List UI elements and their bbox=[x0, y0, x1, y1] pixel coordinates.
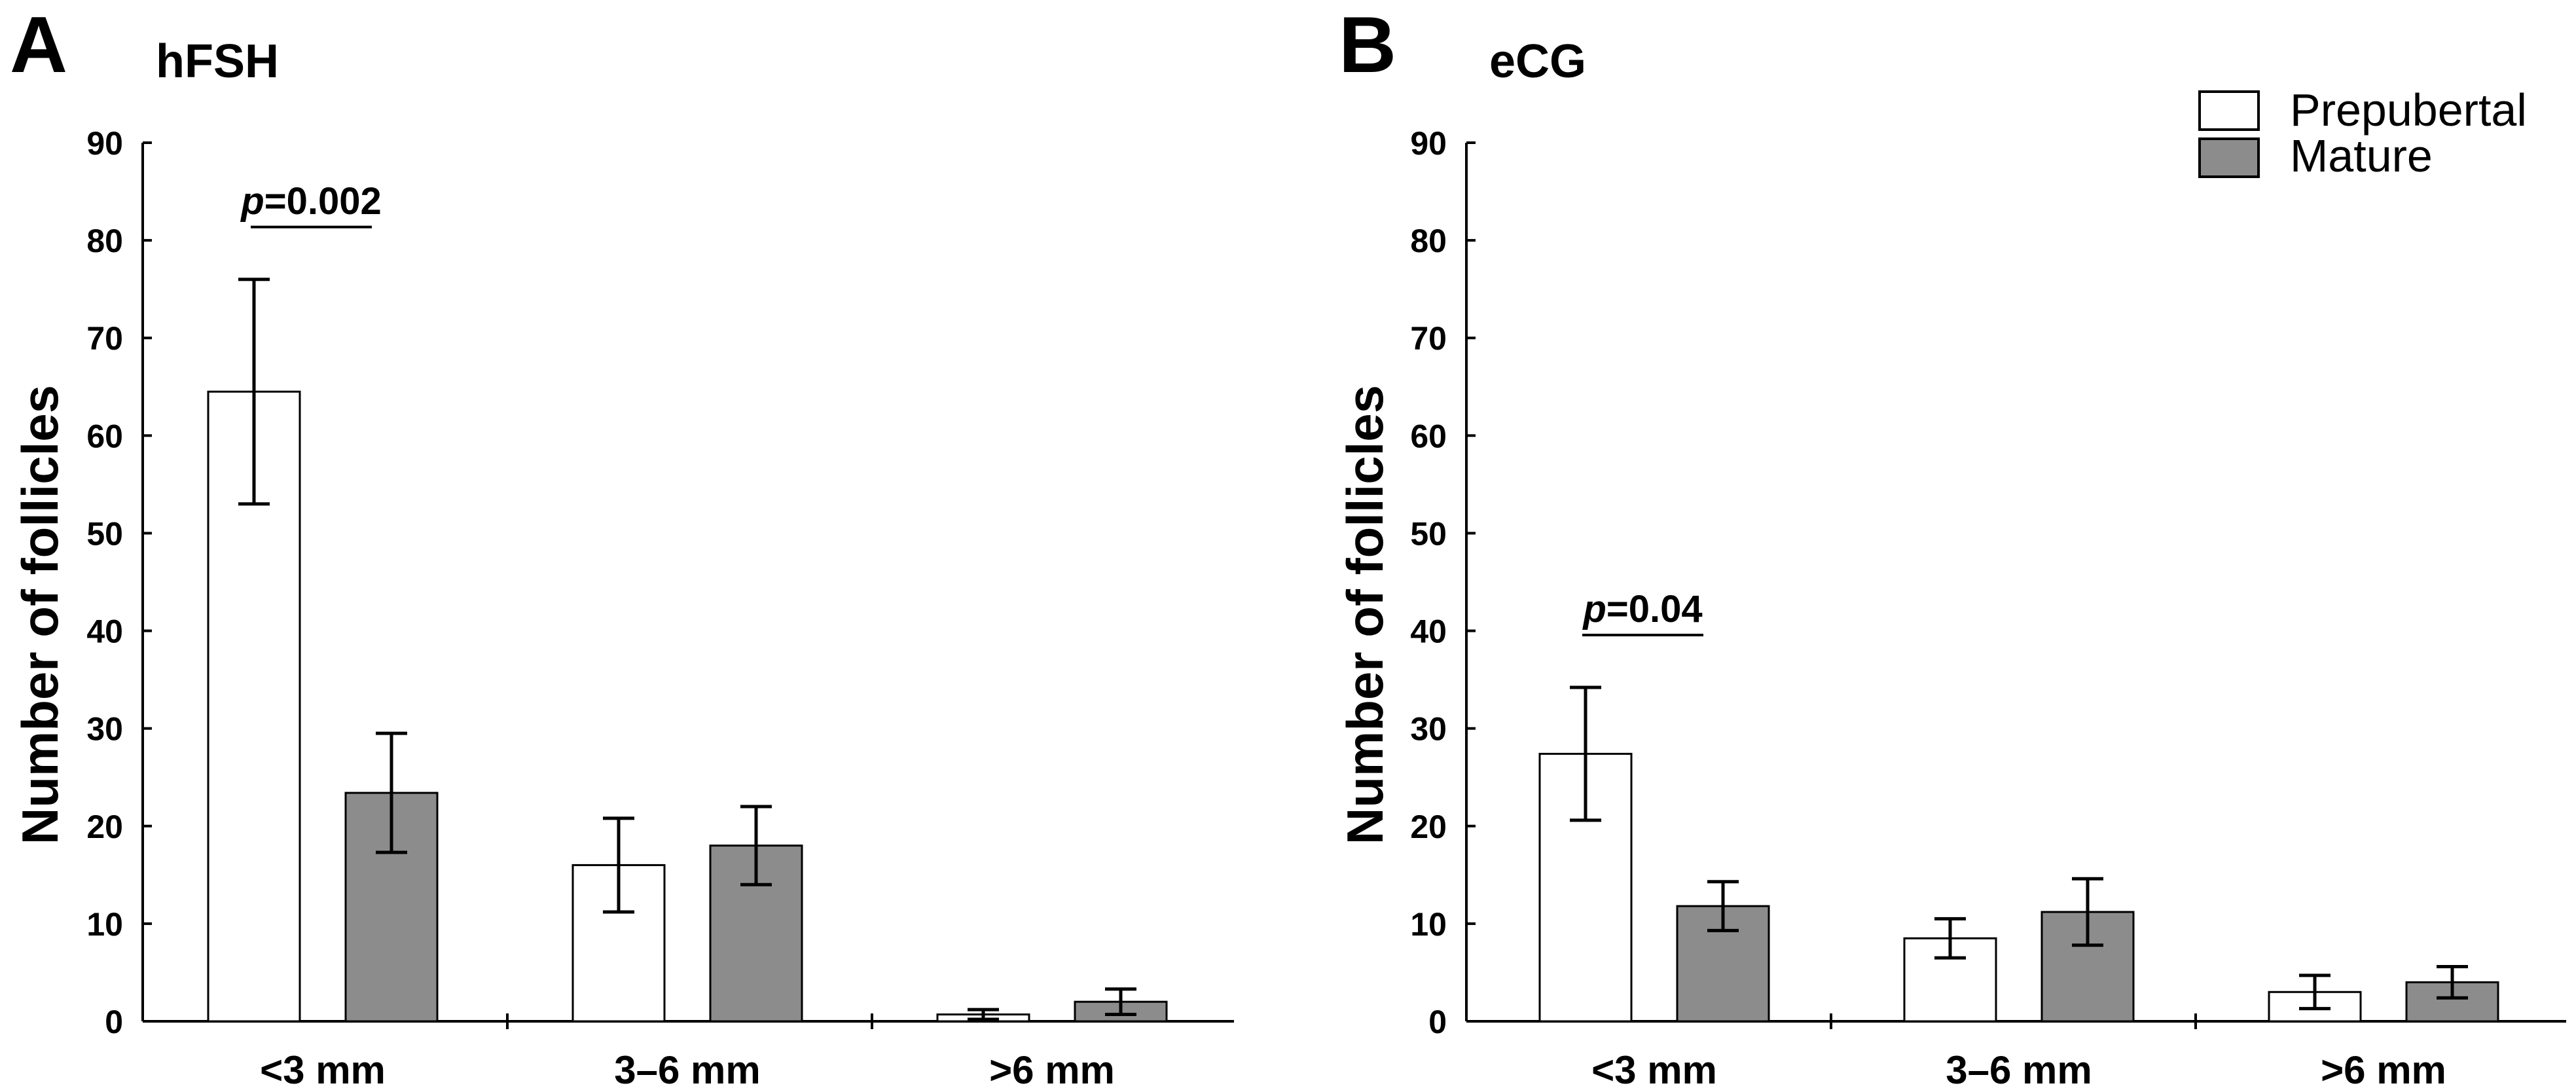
p-symbol: p bbox=[1582, 588, 1606, 630]
y-tick-label: 40 bbox=[86, 613, 123, 650]
y-tick-label: 0 bbox=[1428, 1004, 1447, 1040]
y-tick-label: 90 bbox=[1410, 125, 1447, 162]
panel-letter: B bbox=[1339, 0, 1396, 89]
legend-label-prepubertal: Prepubertal bbox=[2290, 84, 2527, 136]
y-tick-label: 70 bbox=[1410, 320, 1447, 357]
legend-label-mature: Mature bbox=[2290, 130, 2433, 181]
y-axis-label: Number of follicles bbox=[1336, 385, 1394, 845]
y-tick-label: 50 bbox=[86, 515, 123, 552]
y-tick-label: 50 bbox=[1410, 515, 1447, 552]
y-tick-label: 10 bbox=[86, 906, 123, 943]
y-tick-label: 90 bbox=[86, 125, 123, 162]
panel-title: hFSH bbox=[156, 35, 279, 88]
y-tick-label: 20 bbox=[1410, 809, 1447, 845]
x-category-label: <3 mm bbox=[1591, 1048, 1717, 1092]
y-tick-label: 60 bbox=[86, 418, 123, 454]
significance-label: p=0.04 bbox=[1582, 588, 1702, 630]
p-value: =0.002 bbox=[264, 180, 382, 223]
y-tick-label: 30 bbox=[86, 711, 123, 748]
y-tick-label: 80 bbox=[86, 223, 123, 259]
panel-letter: A bbox=[10, 0, 67, 89]
y-tick-label: 80 bbox=[1410, 223, 1447, 259]
x-category-label: 3–6 mm bbox=[614, 1048, 760, 1092]
p-value: =0.04 bbox=[1606, 588, 1703, 630]
p-symbol: p bbox=[240, 180, 264, 223]
y-tick-label: 0 bbox=[105, 1004, 123, 1040]
significance-label: p=0.002 bbox=[240, 180, 381, 223]
y-axis-label: Number of follicles bbox=[11, 385, 69, 845]
y-tick-label: 30 bbox=[1410, 711, 1447, 748]
y-tick-label: 40 bbox=[1410, 613, 1447, 650]
panel-title: eCG bbox=[1489, 35, 1586, 88]
x-category-label: <3 mm bbox=[260, 1048, 386, 1092]
y-tick-label: 60 bbox=[1410, 418, 1447, 454]
x-category-label: >6 mm bbox=[2321, 1048, 2446, 1092]
y-tick-label: 70 bbox=[86, 320, 123, 357]
y-tick-label: 10 bbox=[1410, 906, 1447, 943]
legend-swatch-mature bbox=[2198, 137, 2260, 178]
x-category-label: >6 mm bbox=[989, 1048, 1115, 1092]
legend-swatch-prepubertal bbox=[2198, 90, 2260, 131]
legend: Prepubertal Mature bbox=[2198, 84, 2527, 181]
x-category-label: 3–6 mm bbox=[1946, 1048, 2092, 1092]
y-tick-label: 20 bbox=[86, 809, 123, 845]
